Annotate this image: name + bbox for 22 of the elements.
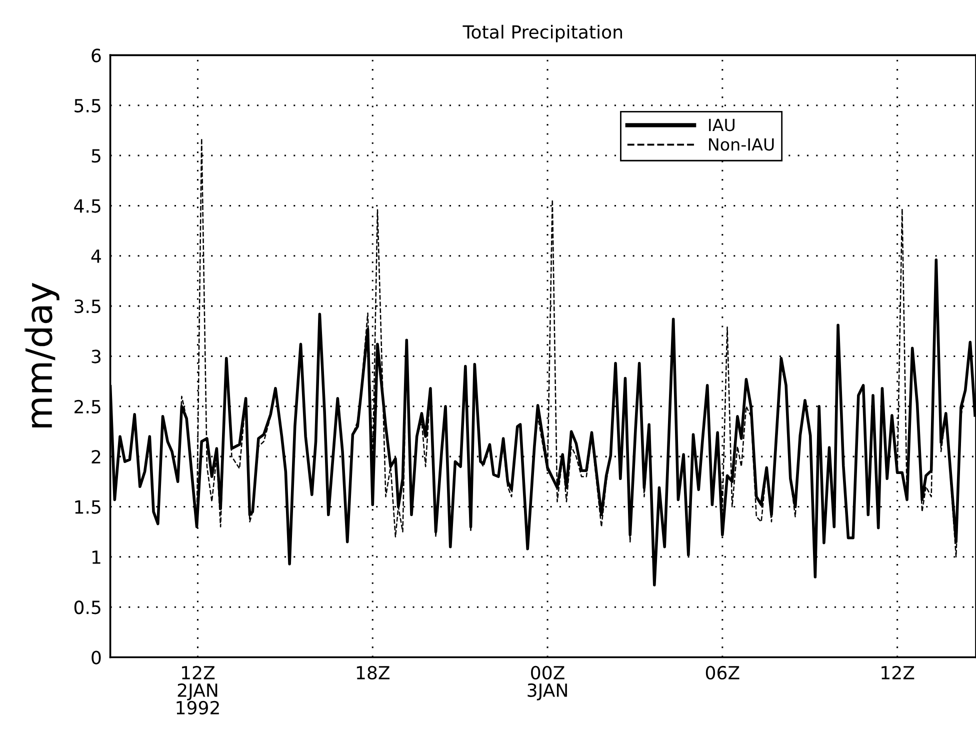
y-tick-label: 3 <box>92 350 101 364</box>
y-tick-label: 2 <box>92 450 100 464</box>
x-tick-label: 00Z 3JAN <box>528 666 567 700</box>
y-tick-label: 4.5 <box>74 199 100 213</box>
legend-label: IAU <box>709 118 734 132</box>
x-tick-label: 12Z 2JAN 1992 <box>176 666 219 715</box>
chart-title: Total Precipitation <box>462 24 622 42</box>
y-tick-label: 5 <box>92 149 100 163</box>
y-tick-label: 4 <box>91 250 101 263</box>
y-tick-label: 0.5 <box>74 600 100 614</box>
x-tick-label: 18Z <box>356 666 390 680</box>
y-tick-label: 0 <box>92 650 101 664</box>
y-tick-label: 5.5 <box>74 99 100 112</box>
y-axis-title: mm/day <box>24 282 60 428</box>
x-tick-label: 12Z <box>882 666 914 680</box>
legend-label: Non-IAU <box>709 138 774 151</box>
x-tick-label: 06Z <box>706 666 740 680</box>
y-tick-label: 2.5 <box>74 400 100 414</box>
y-tick-label: 1 <box>92 550 100 564</box>
y-tick-label: 1.5 <box>75 500 100 514</box>
y-tick-label: 6 <box>92 48 101 62</box>
y-tick-label: 3.5 <box>74 300 100 314</box>
